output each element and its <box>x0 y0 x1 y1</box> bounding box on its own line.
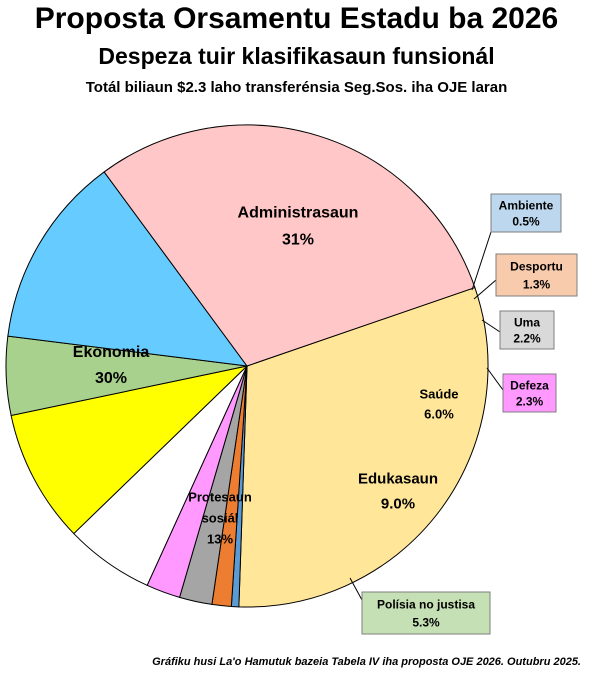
slice-ekonomia <box>103 124 476 367</box>
label-value-uma: 2.2% <box>513 331 541 345</box>
chart-subtitle: Despeza tuir klasifikasaun funsionál <box>98 43 495 69</box>
callout-box-polisia-no-justisa <box>361 591 491 635</box>
callout-box-desportu <box>495 253 578 297</box>
label-name-desportu: Desportu <box>510 260 563 274</box>
source-note: Gráfiku husi La'o Hamutuk bazeia Tabela … <box>152 656 581 668</box>
callout-box-defeza <box>502 373 557 413</box>
leader-line-uma <box>481 319 501 333</box>
leader-line-desportu <box>473 279 497 300</box>
label-name-protesaun-sosial: Protesaun <box>188 489 252 504</box>
label-value-desportu: 1.3% <box>523 277 551 291</box>
leader-line-defeza <box>486 367 504 391</box>
label-name-defeza: Defeza <box>510 378 549 392</box>
slice-protesaun-sosial <box>7 171 249 367</box>
label-value-polisia-no-justisa: 5.3% <box>412 615 440 629</box>
callout-box-ambiente <box>490 193 562 233</box>
label-name-ekonomia: Ekonomia <box>73 344 150 361</box>
chart-title: Proposta Orsamentu Estadu ba 2026 <box>34 2 559 35</box>
label-value-administrasaun: 31% <box>282 232 314 249</box>
callout-box-uma <box>499 310 555 350</box>
label-value-edukasaun: 9.0% <box>381 495 415 512</box>
label-value-ekonomia: 30% <box>95 370 127 387</box>
slice-edukasaun <box>10 365 249 535</box>
chart-note: Totál biliaun $2.3 laho transferénsia Se… <box>85 79 508 96</box>
label-name-polisia-no-justisa: Polísia no justisa <box>377 598 475 612</box>
slice-administrasaun <box>238 286 489 608</box>
label-value-defeza: 2.3% <box>516 394 544 408</box>
label-value-saude: 6.0% <box>424 406 454 421</box>
label-name-ambiente: Ambiente <box>499 198 554 212</box>
label-name-protesaun-sosial: sosiál <box>202 510 239 525</box>
label-name-saude: Saúde <box>419 386 458 401</box>
leader-line-polisia-no-justisa <box>349 577 363 601</box>
label-name-edukasaun: Edukasaun <box>358 470 438 487</box>
label-name-administrasaun: Administrasaun <box>238 205 359 222</box>
leader-line-ambiente <box>471 231 492 291</box>
label-name-uma: Uma <box>514 315 540 329</box>
slice-labels: Administrasaun 31% Ambiente 0.5% Desportu 1.3… <box>73 193 578 635</box>
pie-slices <box>5 124 489 608</box>
label-value-protesaun-sosial: 13% <box>207 531 233 546</box>
label-value-ambiente: 0.5% <box>512 214 540 228</box>
